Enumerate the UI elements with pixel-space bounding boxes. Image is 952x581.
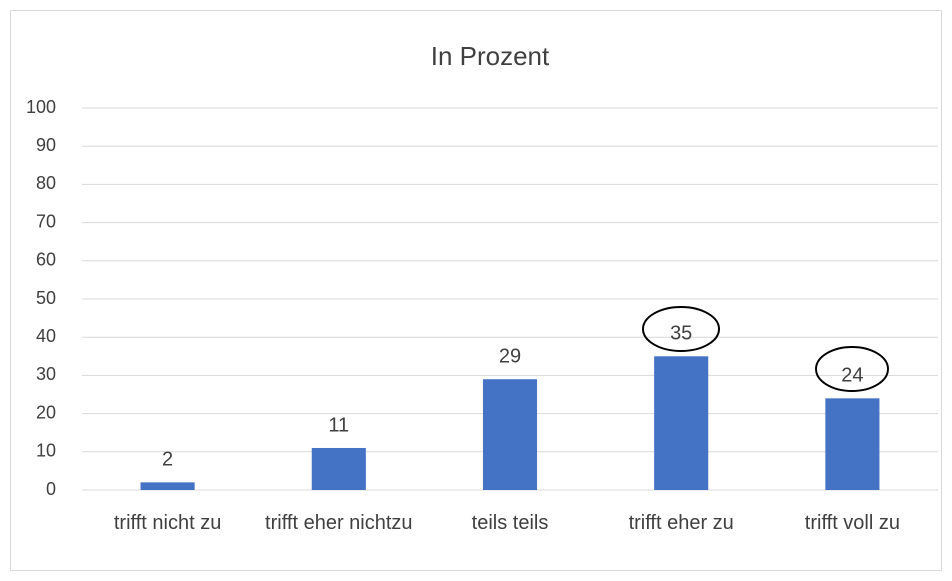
y-tick-label: 30 — [36, 364, 56, 384]
bar — [311, 447, 366, 490]
highlight-circle — [815, 346, 889, 392]
data-label: 29 — [499, 346, 521, 368]
bar — [482, 379, 538, 490]
x-tick-label: trifft eher nichtzu — [265, 512, 413, 534]
y-tick-label: 10 — [36, 441, 56, 461]
x-tick-label: teils teils — [471, 512, 549, 534]
y-tick-label: 90 — [36, 135, 56, 155]
y-tick-label: 70 — [36, 211, 56, 231]
data-label: 11 — [328, 414, 349, 436]
y-tick-label: 60 — [36, 250, 56, 270]
x-tick-label: trifft eher zu — [628, 512, 734, 534]
chart-title: In Prozent — [431, 41, 550, 71]
bar — [140, 482, 195, 490]
y-tick-label: 40 — [36, 326, 56, 346]
y-tick-label: 20 — [36, 402, 56, 422]
x-tick-label: trifft voll zu — [804, 512, 900, 534]
x-tick-label: trifft nicht zu — [113, 512, 222, 534]
bar — [654, 356, 709, 490]
y-tick-label: 0 — [46, 479, 56, 499]
highlight-circle — [642, 306, 720, 352]
y-tick-label: 100 — [26, 97, 56, 117]
y-tick-label: 50 — [36, 288, 56, 308]
chart-border — [10, 10, 942, 571]
data-label: 35 — [670, 323, 692, 345]
bar — [825, 398, 880, 490]
y-tick-label: 80 — [36, 173, 56, 193]
data-label: 24 — [841, 365, 863, 387]
data-label: 2 — [162, 449, 173, 471]
